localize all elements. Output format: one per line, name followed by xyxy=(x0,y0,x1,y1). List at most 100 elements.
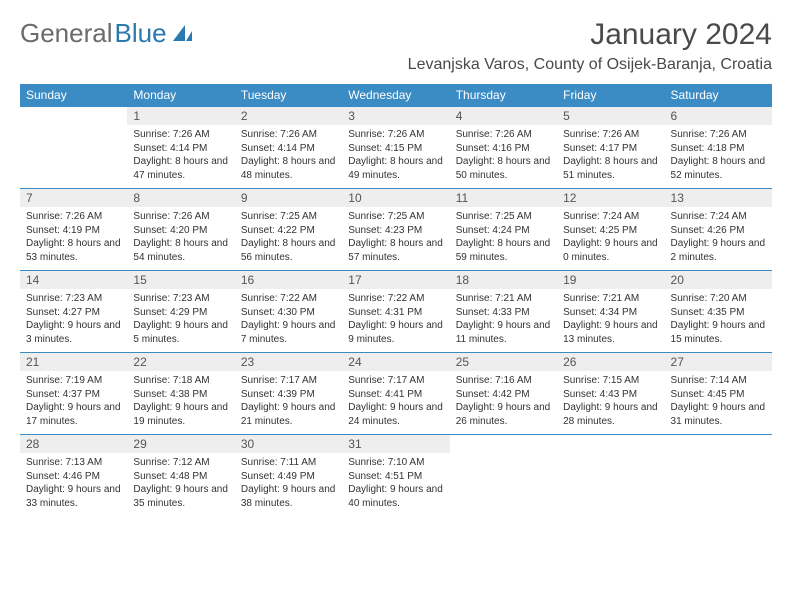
daylight-text: Daylight: 8 hours and 47 minutes. xyxy=(133,155,228,182)
daylight-text: Daylight: 9 hours and 31 minutes. xyxy=(671,401,766,428)
day-details: Sunrise: 7:26 AMSunset: 4:14 PMDaylight:… xyxy=(235,125,342,188)
day-details: Sunrise: 7:19 AMSunset: 4:37 PMDaylight:… xyxy=(20,371,127,434)
day-number: 11 xyxy=(450,189,557,207)
day-details: Sunrise: 7:26 AMSunset: 4:19 PMDaylight:… xyxy=(20,207,127,270)
day-number: 3 xyxy=(342,107,449,125)
day-details: Sunrise: 7:24 AMSunset: 4:25 PMDaylight:… xyxy=(557,207,664,270)
daylight-text: Daylight: 9 hours and 13 minutes. xyxy=(563,319,658,346)
sunrise-text: Sunrise: 7:14 AM xyxy=(671,374,766,388)
sunset-text: Sunset: 4:43 PM xyxy=(563,388,658,402)
daylight-text: Daylight: 8 hours and 52 minutes. xyxy=(671,155,766,182)
day-number: 8 xyxy=(127,189,234,207)
sunset-text: Sunset: 4:30 PM xyxy=(241,306,336,320)
calendar-cell: 14Sunrise: 7:23 AMSunset: 4:27 PMDayligh… xyxy=(20,271,127,353)
day-number: 17 xyxy=(342,271,449,289)
header: GeneralBlue January 2024 Levanjska Varos… xyxy=(20,18,772,74)
calendar-week-row: 7Sunrise: 7:26 AMSunset: 4:19 PMDaylight… xyxy=(20,189,772,271)
sunset-text: Sunset: 4:14 PM xyxy=(133,142,228,156)
sunrise-text: Sunrise: 7:26 AM xyxy=(456,128,551,142)
weekday-header: Monday xyxy=(127,84,234,107)
calendar-week-row: 14Sunrise: 7:23 AMSunset: 4:27 PMDayligh… xyxy=(20,271,772,353)
day-number: 2 xyxy=(235,107,342,125)
daylight-text: Daylight: 9 hours and 26 minutes. xyxy=(456,401,551,428)
day-details: Sunrise: 7:26 AMSunset: 4:20 PMDaylight:… xyxy=(127,207,234,270)
calendar-cell: 9Sunrise: 7:25 AMSunset: 4:22 PMDaylight… xyxy=(235,189,342,271)
calendar-cell: 12Sunrise: 7:24 AMSunset: 4:25 PMDayligh… xyxy=(557,189,664,271)
daylight-text: Daylight: 8 hours and 48 minutes. xyxy=(241,155,336,182)
daylight-text: Daylight: 9 hours and 19 minutes. xyxy=(133,401,228,428)
calendar-cell: 30Sunrise: 7:11 AMSunset: 4:49 PMDayligh… xyxy=(235,435,342,517)
daylight-text: Daylight: 9 hours and 38 minutes. xyxy=(241,483,336,510)
sunrise-text: Sunrise: 7:17 AM xyxy=(348,374,443,388)
logo-word2: Blue xyxy=(115,18,167,49)
sunrise-text: Sunrise: 7:16 AM xyxy=(456,374,551,388)
day-details: Sunrise: 7:20 AMSunset: 4:35 PMDaylight:… xyxy=(665,289,772,352)
day-details: Sunrise: 7:11 AMSunset: 4:49 PMDaylight:… xyxy=(235,453,342,516)
sunset-text: Sunset: 4:16 PM xyxy=(456,142,551,156)
sunrise-text: Sunrise: 7:24 AM xyxy=(671,210,766,224)
day-number: 6 xyxy=(665,107,772,125)
logo-sail-icon xyxy=(171,23,193,45)
calendar-cell: 26Sunrise: 7:15 AMSunset: 4:43 PMDayligh… xyxy=(557,353,664,435)
sunrise-text: Sunrise: 7:18 AM xyxy=(133,374,228,388)
sunset-text: Sunset: 4:23 PM xyxy=(348,224,443,238)
calendar-cell: 16Sunrise: 7:22 AMSunset: 4:30 PMDayligh… xyxy=(235,271,342,353)
sunrise-text: Sunrise: 7:23 AM xyxy=(133,292,228,306)
day-details: Sunrise: 7:18 AMSunset: 4:38 PMDaylight:… xyxy=(127,371,234,434)
day-details: Sunrise: 7:17 AMSunset: 4:39 PMDaylight:… xyxy=(235,371,342,434)
weekday-header: Sunday xyxy=(20,84,127,107)
calendar-cell: 25Sunrise: 7:16 AMSunset: 4:42 PMDayligh… xyxy=(450,353,557,435)
calendar-cell: 24Sunrise: 7:17 AMSunset: 4:41 PMDayligh… xyxy=(342,353,449,435)
calendar-cell: 5Sunrise: 7:26 AMSunset: 4:17 PMDaylight… xyxy=(557,107,664,189)
day-details: Sunrise: 7:26 AMSunset: 4:16 PMDaylight:… xyxy=(450,125,557,188)
day-number: 24 xyxy=(342,353,449,371)
sunset-text: Sunset: 4:42 PM xyxy=(456,388,551,402)
sunrise-text: Sunrise: 7:26 AM xyxy=(133,210,228,224)
day-details: Sunrise: 7:26 AMSunset: 4:17 PMDaylight:… xyxy=(557,125,664,188)
daylight-text: Daylight: 9 hours and 33 minutes. xyxy=(26,483,121,510)
day-number: 16 xyxy=(235,271,342,289)
daylight-text: Daylight: 9 hours and 11 minutes. xyxy=(456,319,551,346)
calendar-cell: 19Sunrise: 7:21 AMSunset: 4:34 PMDayligh… xyxy=(557,271,664,353)
sunset-text: Sunset: 4:45 PM xyxy=(671,388,766,402)
daylight-text: Daylight: 9 hours and 15 minutes. xyxy=(671,319,766,346)
day-details: Sunrise: 7:23 AMSunset: 4:29 PMDaylight:… xyxy=(127,289,234,352)
day-number: 22 xyxy=(127,353,234,371)
day-number: 31 xyxy=(342,435,449,453)
sunset-text: Sunset: 4:41 PM xyxy=(348,388,443,402)
sunset-text: Sunset: 4:29 PM xyxy=(133,306,228,320)
calendar-cell: 4Sunrise: 7:26 AMSunset: 4:16 PMDaylight… xyxy=(450,107,557,189)
day-number: 1 xyxy=(127,107,234,125)
calendar-cell: 18Sunrise: 7:21 AMSunset: 4:33 PMDayligh… xyxy=(450,271,557,353)
day-details: Sunrise: 7:17 AMSunset: 4:41 PMDaylight:… xyxy=(342,371,449,434)
calendar-week-row: 21Sunrise: 7:19 AMSunset: 4:37 PMDayligh… xyxy=(20,353,772,435)
daylight-text: Daylight: 8 hours and 59 minutes. xyxy=(456,237,551,264)
day-details: Sunrise: 7:24 AMSunset: 4:26 PMDaylight:… xyxy=(665,207,772,270)
daylight-text: Daylight: 9 hours and 5 minutes. xyxy=(133,319,228,346)
day-number: 21 xyxy=(20,353,127,371)
calendar-cell: 23Sunrise: 7:17 AMSunset: 4:39 PMDayligh… xyxy=(235,353,342,435)
sunset-text: Sunset: 4:17 PM xyxy=(563,142,658,156)
calendar-cell: 29Sunrise: 7:12 AMSunset: 4:48 PMDayligh… xyxy=(127,435,234,517)
day-details: Sunrise: 7:13 AMSunset: 4:46 PMDaylight:… xyxy=(20,453,127,516)
calendar-cell: 13Sunrise: 7:24 AMSunset: 4:26 PMDayligh… xyxy=(665,189,772,271)
day-number: 19 xyxy=(557,271,664,289)
daylight-text: Daylight: 8 hours and 56 minutes. xyxy=(241,237,336,264)
calendar-cell: 11Sunrise: 7:25 AMSunset: 4:24 PMDayligh… xyxy=(450,189,557,271)
logo-word1: General xyxy=(20,18,113,49)
sunrise-text: Sunrise: 7:11 AM xyxy=(241,456,336,470)
sunset-text: Sunset: 4:39 PM xyxy=(241,388,336,402)
sunrise-text: Sunrise: 7:26 AM xyxy=(671,128,766,142)
sunrise-text: Sunrise: 7:19 AM xyxy=(26,374,121,388)
daylight-text: Daylight: 9 hours and 3 minutes. xyxy=(26,319,121,346)
calendar-cell: 8Sunrise: 7:26 AMSunset: 4:20 PMDaylight… xyxy=(127,189,234,271)
calendar-cell: 21Sunrise: 7:19 AMSunset: 4:37 PMDayligh… xyxy=(20,353,127,435)
calendar-cell: 15Sunrise: 7:23 AMSunset: 4:29 PMDayligh… xyxy=(127,271,234,353)
day-details: Sunrise: 7:23 AMSunset: 4:27 PMDaylight:… xyxy=(20,289,127,352)
day-number: 30 xyxy=(235,435,342,453)
day-details: Sunrise: 7:21 AMSunset: 4:34 PMDaylight:… xyxy=(557,289,664,352)
sunrise-text: Sunrise: 7:15 AM xyxy=(563,374,658,388)
weekday-header: Saturday xyxy=(665,84,772,107)
calendar-cell xyxy=(20,107,127,189)
sunset-text: Sunset: 4:35 PM xyxy=(671,306,766,320)
